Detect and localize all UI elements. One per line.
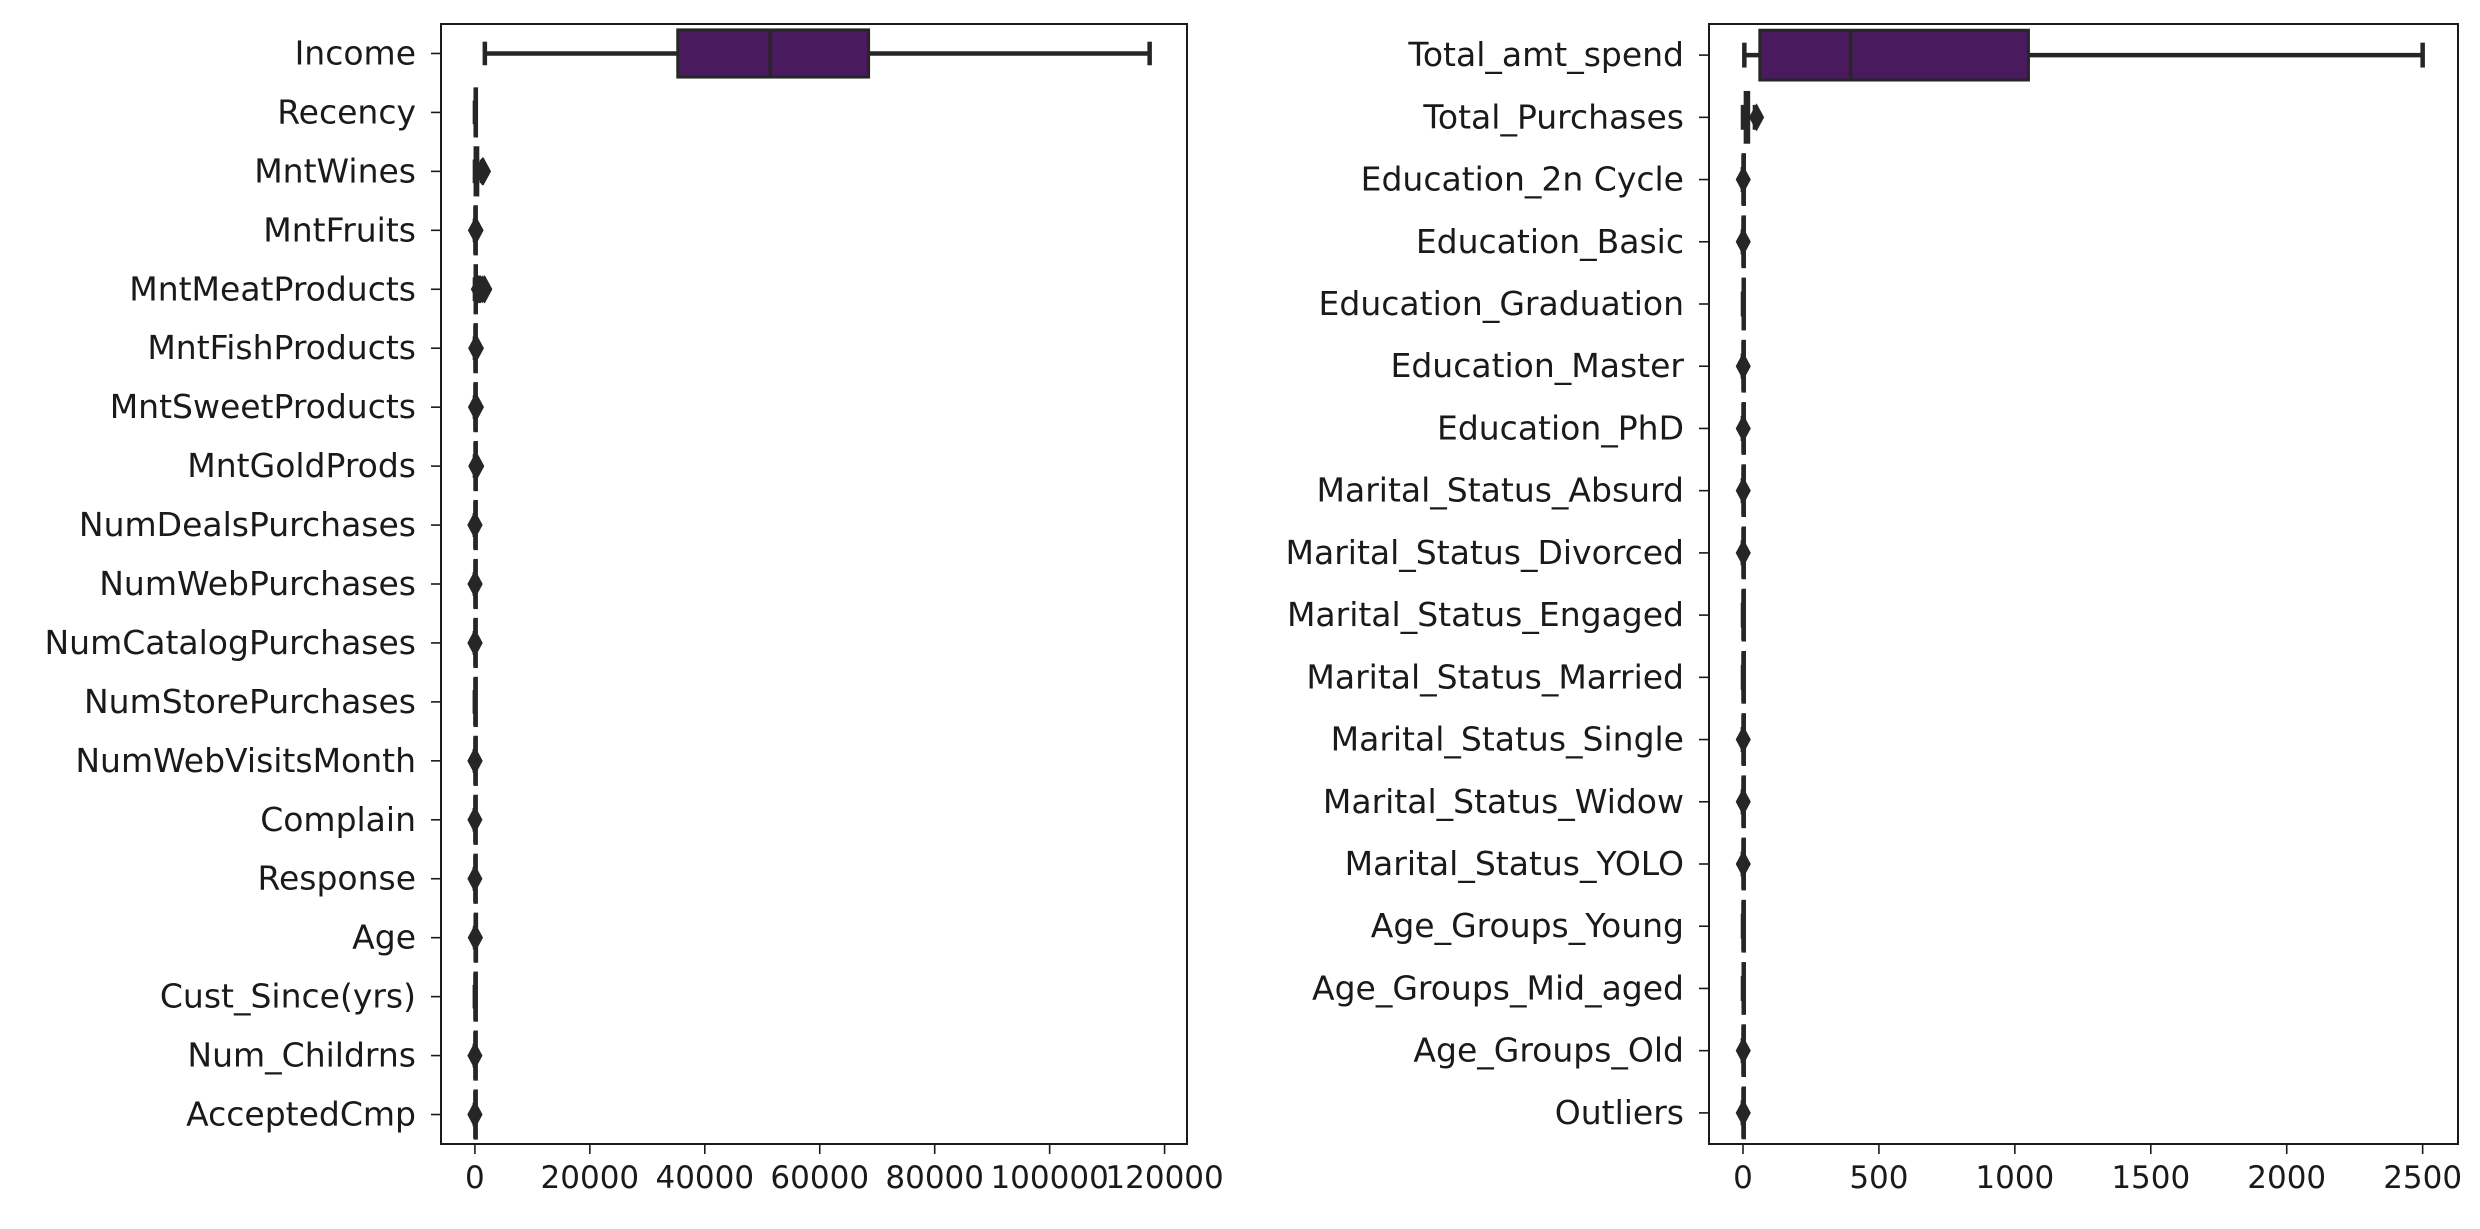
category-label-marital-status-married: Marital_Status_Married xyxy=(1306,657,1684,696)
category-label-numdealspurchases: NumDealsPurchases xyxy=(79,505,416,544)
category-label-age-groups-old: Age_Groups_Old xyxy=(1413,1031,1684,1070)
category-label-numcatalogpurchases: NumCatalogPurchases xyxy=(44,623,416,662)
category-label-outliers: Outliers xyxy=(1555,1093,1684,1132)
flier-numwebvisitsmonth-3 xyxy=(467,746,483,775)
category-label-marital-status-absurd: Marital_Status_Absurd xyxy=(1317,471,1684,510)
flier-acceptedcmp-1 xyxy=(467,1100,483,1129)
flier-education-master-0 xyxy=(1735,352,1751,381)
flier-education-basic-0 xyxy=(1735,227,1751,256)
x-tick-label: 1500 xyxy=(2111,1160,2190,1196)
flier-mntgoldprods-3 xyxy=(469,452,485,481)
flier-mntfruits-3 xyxy=(468,216,484,245)
flier-num-childrns-0 xyxy=(467,1041,483,1070)
category-label-num-childrns: Num_Childrns xyxy=(187,1036,416,1075)
flier-numcatalogpurchases-2 xyxy=(467,628,483,658)
flier-complain-0 xyxy=(467,805,483,834)
flier-marital-status-single-0 xyxy=(1735,725,1751,754)
category-label-education-master: Education_Master xyxy=(1391,346,1685,385)
flier-marital-status-widow-0 xyxy=(1735,787,1751,816)
axes-frame xyxy=(1708,23,2459,1145)
category-label-age: Age xyxy=(352,918,416,957)
category-label-numstorepurchases: NumStorePurchases xyxy=(84,682,416,721)
x-tick-label: 500 xyxy=(1849,1160,1908,1196)
box-income xyxy=(676,28,871,79)
category-label-mntwines: MntWines xyxy=(254,151,416,190)
flier-education-2n-cycle-0 xyxy=(1735,165,1751,194)
flier-marital-status-absurd-0 xyxy=(1735,476,1751,505)
x-tick-label: 20000 xyxy=(541,1160,640,1196)
category-label-mntmeatproducts: MntMeatProducts xyxy=(129,269,416,308)
category-label-education-basic: Education_Basic xyxy=(1416,222,1684,261)
category-label-acceptedcmp: AcceptedCmp xyxy=(186,1095,416,1134)
flier-mntfishproducts-3 xyxy=(468,334,484,363)
category-label-marital-status-engaged: Marital_Status_Engaged xyxy=(1287,595,1684,634)
x-tick-label: 1000 xyxy=(1975,1160,2054,1196)
flier-outliers-0 xyxy=(1735,1098,1751,1127)
category-label-mntgoldprods: MntGoldProds xyxy=(187,446,416,485)
flier-numwebpurchases-2 xyxy=(467,569,483,599)
category-label-marital-status-widow: Marital_Status_Widow xyxy=(1323,782,1684,821)
flier-marital-status-yolo-0 xyxy=(1735,849,1751,879)
x-tick-label: 2500 xyxy=(2383,1160,2462,1196)
category-label-marital-status-single: Marital_Status_Single xyxy=(1331,720,1684,759)
x-tick-label: 120000 xyxy=(1105,1160,1223,1196)
axes-frame xyxy=(440,23,1188,1145)
category-label-income: Income xyxy=(295,33,416,72)
x-tick-label: 80000 xyxy=(885,1160,984,1196)
category-label-marital-status-divorced: Marital_Status_Divorced xyxy=(1286,533,1684,572)
category-label-recency: Recency xyxy=(277,92,416,131)
category-label-age-groups-young: Age_Groups_Young xyxy=(1371,906,1684,945)
flier-age-groups-old-0 xyxy=(1735,1036,1751,1065)
flier-mntsweetproducts-3 xyxy=(468,393,484,422)
category-label-mntsweetproducts: MntSweetProducts xyxy=(110,387,416,426)
x-tick-label: 0 xyxy=(465,1160,485,1196)
category-label-numwebpurchases: NumWebPurchases xyxy=(99,564,416,603)
flier-age-1 xyxy=(467,923,483,952)
category-label-cust-since-yrs: Cust_Since(yrs) xyxy=(160,977,416,1016)
flier-total-purchases-0 xyxy=(1749,103,1765,132)
category-label-complain: Complain xyxy=(260,800,416,839)
x-tick-label: 0 xyxy=(1733,1160,1753,1196)
category-label-education-phd: Education_PhD xyxy=(1437,408,1684,447)
flier-numdealspurchases-2 xyxy=(467,510,483,540)
x-tick-label: 2000 xyxy=(2247,1160,2326,1196)
category-label-mntfishproducts: MntFishProducts xyxy=(147,328,416,367)
category-label-age-groups-mid-aged: Age_Groups_Mid_aged xyxy=(1312,968,1684,1007)
x-tick-label: 60000 xyxy=(770,1160,869,1196)
right-boxplot-panel: 0 500 1000 1500 2000 2500 Total_amt_spend Total… xyxy=(1286,23,2462,1196)
category-label-marital-status-yolo: Marital_Status_YOLO xyxy=(1345,844,1684,883)
flier-mntwines-5 xyxy=(475,157,492,186)
flier-marital-status-divorced-0 xyxy=(1735,538,1751,567)
flier-response-0 xyxy=(467,864,483,893)
category-label-total-amt-spend: Total_amt_spend xyxy=(1407,35,1684,74)
x-tick-label: 40000 xyxy=(655,1160,754,1196)
box-total-amt-spend xyxy=(1758,28,2030,82)
category-label-mntfruits: MntFruits xyxy=(263,210,416,249)
category-label-education-graduation: Education_Graduation xyxy=(1319,284,1684,323)
category-label-education-2n-cycle: Education_2n Cycle xyxy=(1361,160,1684,199)
flier-education-phd-0 xyxy=(1735,414,1751,443)
category-label-response: Response xyxy=(258,859,417,898)
category-label-numwebvisitsmonth: NumWebVisitsMonth xyxy=(75,741,416,780)
x-tick-label: 100000 xyxy=(990,1160,1108,1196)
flier-mntmeatproducts-7 xyxy=(477,275,493,304)
category-label-total-purchases: Total_Purchases xyxy=(1422,97,1684,136)
